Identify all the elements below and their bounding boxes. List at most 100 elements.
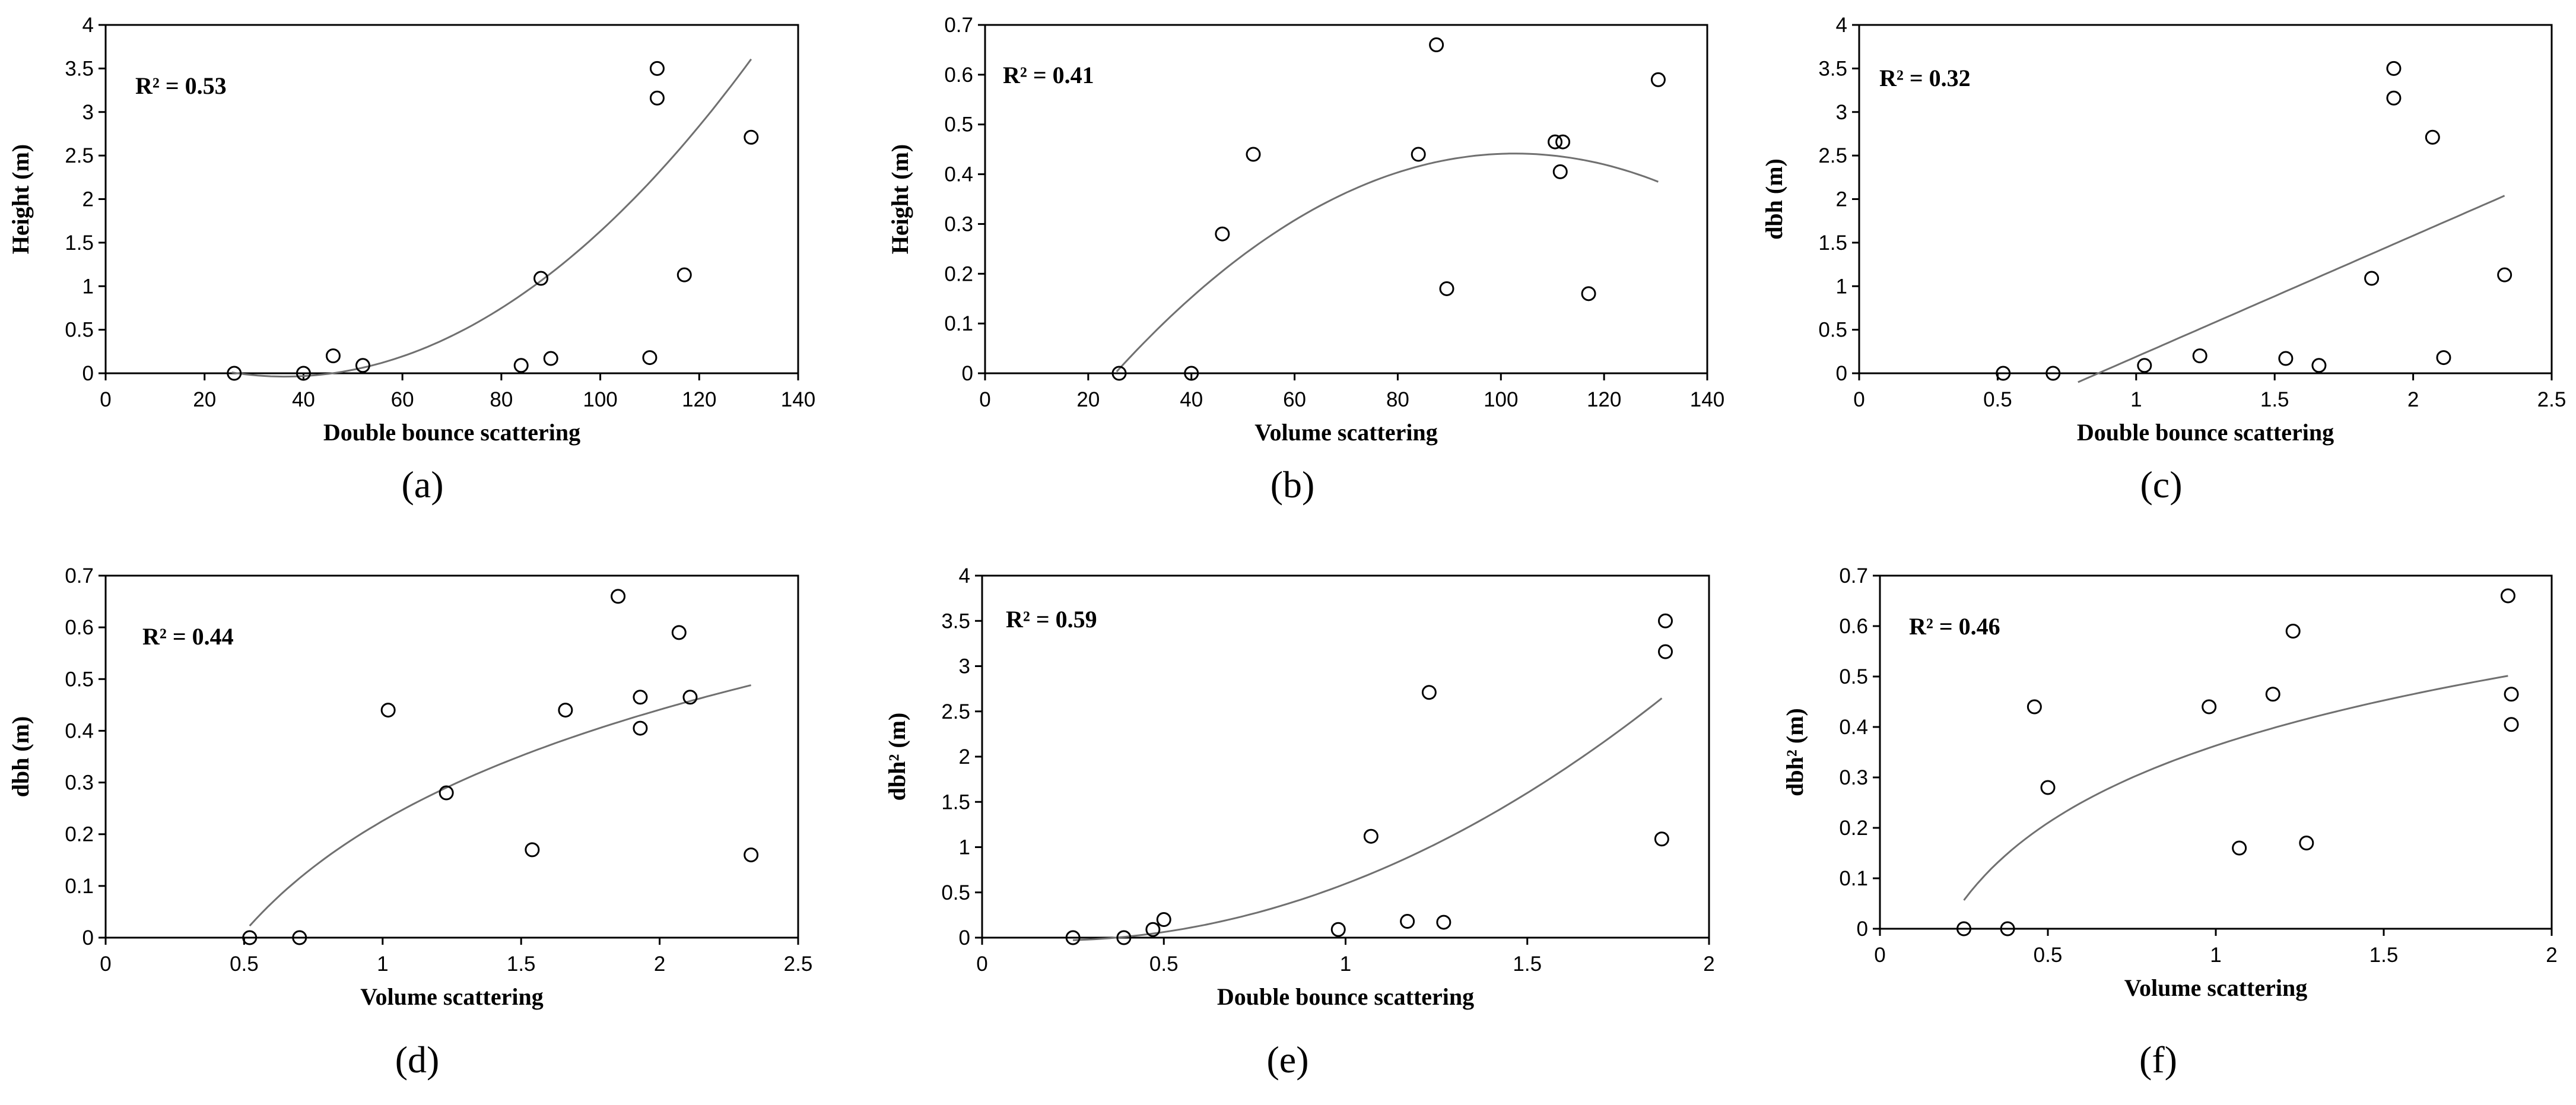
data-point [1996,366,2011,381]
y-tick-label: 0.5 [1818,319,1847,342]
data-point [2311,358,2327,373]
x-tick-label: 80 [490,388,513,411]
data-point [2497,267,2513,282]
x-tick-label: 140 [1690,388,1724,411]
panel-a: 0 20 40 60 80 100 120 140 0 0.5 1 1.5 2 2.5 3 3.5 4 Doubl… [7,14,815,506]
r-squared-annotation: R² = 0.32 [1879,65,1971,91]
data-point [676,267,692,282]
y-tick-label: 0.5 [941,881,970,904]
y-tick-label: 3.5 [65,57,94,80]
y-tick-label: 3 [82,101,94,124]
y-tick-label: 0.4 [1839,716,1868,739]
data-point [1156,912,1171,927]
panel-caption: (b) [1270,463,1315,506]
x-tick-label: 0 [979,388,990,411]
data-point [1400,914,1415,929]
r-squared-annotation: R² = 0.46 [1909,613,2000,640]
y-axis-label: dbh (m) [1761,158,1787,240]
x-axis-label: Double bounce scattering [1217,983,1474,1010]
y-tick-label: 0.2 [1839,817,1868,840]
x-tick-label: 40 [1180,388,1203,411]
data-point [1439,281,1454,296]
data-point [2425,129,2440,145]
y-tick-label: 1 [82,275,94,298]
data-point [380,703,396,718]
data-point [2265,687,2280,702]
panel-caption: (a) [401,463,443,506]
data-point [2386,61,2402,76]
data-point [1246,147,1261,162]
y-axis-label: dbh² (m) [884,713,910,801]
y-tick-label: 0 [962,362,973,385]
y-tick-label: 0.3 [1839,766,1868,789]
r-squared-annotation: R² = 0.59 [1006,606,1097,633]
x-tick-label: 2.5 [784,952,813,976]
y-tick-label: 1.5 [65,231,94,255]
x-tick-label: 0 [976,952,987,976]
x-axis-label: Volume scattering [1254,419,1437,446]
plot-frame [984,24,1708,374]
x-tick-label: 140 [781,388,815,411]
panel-f: 0 0.5 1 1.5 2 0 0.1 0.2 0.3 0.4 0.5 0.6 0.7 Volume sc… [1781,564,2558,1081]
data-point [2192,348,2207,364]
plot-frame [104,574,799,939]
data-point [2500,588,2515,604]
trend-line [2078,195,2505,383]
data-point [1654,831,1669,847]
trend-line [1963,675,2508,901]
data-point [1330,922,1346,937]
data-point [2232,840,2247,856]
data-point [1658,644,1673,659]
data-point [296,366,311,381]
x-tick-label: 0.5 [230,952,259,976]
y-axis-label: Height (m) [887,144,913,255]
x-tick-label: 1 [377,952,388,976]
x-tick-label: 60 [391,388,414,411]
x-tick-label: 0 [1874,944,1885,967]
y-tick-label: 2.5 [941,700,970,723]
y-tick-label: 0.7 [1839,564,1868,588]
data-point [1555,134,1571,150]
y-tick-label: 3 [1836,101,1847,124]
x-tick-label: 0.5 [1149,952,1179,976]
data-point [2000,921,2015,936]
x-tick-label: 1.5 [2369,944,2399,967]
data-point [2278,351,2294,366]
data-point [1116,930,1132,945]
data-point [227,366,242,381]
data-point [1111,366,1127,381]
x-tick-label: 20 [193,388,216,411]
data-point [242,930,258,945]
y-axis-label: dbh² (m) [1781,708,1808,796]
y-tick-label: 1.5 [941,790,970,814]
x-tick-label: 1.5 [2260,388,2289,411]
data-point [1363,828,1378,844]
data-point [325,348,341,364]
y-tick-label: 3.5 [1818,57,1847,80]
panel-c: 0 0.5 1 1.5 2 2.5 0 0.5 1 1.5 2 2.5 3 3.5 4 Double boun… [1761,14,2566,506]
data-point [2040,780,2056,795]
x-tick-label: 120 [1587,388,1621,411]
y-tick-label: 0.4 [65,719,94,742]
y-tick-label: 0 [82,926,94,950]
y-tick-label: 2 [82,188,94,211]
data-point [1421,685,1437,700]
trend-line [1116,153,1659,373]
x-tick-label: 1 [2130,388,2142,411]
x-tick-label: 2 [1703,952,1714,976]
x-tick-label: 2.5 [2537,388,2567,411]
data-point [2436,350,2451,366]
data-point [671,625,687,640]
y-tick-label: 2.5 [65,144,94,167]
panel-caption: (e) [1266,1039,1308,1081]
x-tick-label: 100 [583,388,617,411]
y-tick-label: 1 [1836,275,1847,298]
data-point [649,61,665,76]
panel-caption: (c) [2140,463,2182,506]
r-squared-annotation: R² = 0.41 [1003,62,1094,88]
y-tick-label: 0.5 [944,113,973,136]
trend-line [249,684,751,927]
data-point [1065,930,1081,945]
y-tick-label: 2 [959,745,970,769]
